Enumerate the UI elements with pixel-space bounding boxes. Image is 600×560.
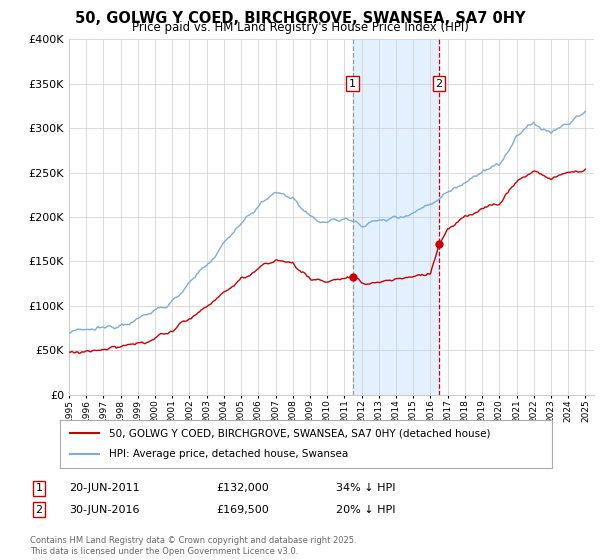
Text: 20-JUN-2011: 20-JUN-2011 (69, 483, 140, 493)
Text: 30-JUN-2016: 30-JUN-2016 (69, 505, 139, 515)
Text: 2: 2 (35, 505, 43, 515)
Text: £169,500: £169,500 (216, 505, 269, 515)
Text: Contains HM Land Registry data © Crown copyright and database right 2025.
This d: Contains HM Land Registry data © Crown c… (30, 536, 356, 556)
Text: £132,000: £132,000 (216, 483, 269, 493)
Bar (353, 39, 439, 395)
Text: 34% ↓ HPI: 34% ↓ HPI (336, 483, 395, 493)
Text: 50, GOLWG Y COED, BIRCHGROVE, SWANSEA, SA7 0HY (detached house): 50, GOLWG Y COED, BIRCHGROVE, SWANSEA, S… (109, 428, 491, 438)
Text: 50, GOLWG Y COED, BIRCHGROVE, SWANSEA, SA7 0HY: 50, GOLWG Y COED, BIRCHGROVE, SWANSEA, S… (75, 11, 525, 26)
Text: 2: 2 (436, 78, 443, 88)
Text: 20% ↓ HPI: 20% ↓ HPI (336, 505, 395, 515)
Text: 1: 1 (349, 78, 356, 88)
Text: HPI: Average price, detached house, Swansea: HPI: Average price, detached house, Swan… (109, 449, 349, 459)
Text: 1: 1 (35, 483, 43, 493)
Text: Price paid vs. HM Land Registry's House Price Index (HPI): Price paid vs. HM Land Registry's House … (131, 21, 469, 34)
